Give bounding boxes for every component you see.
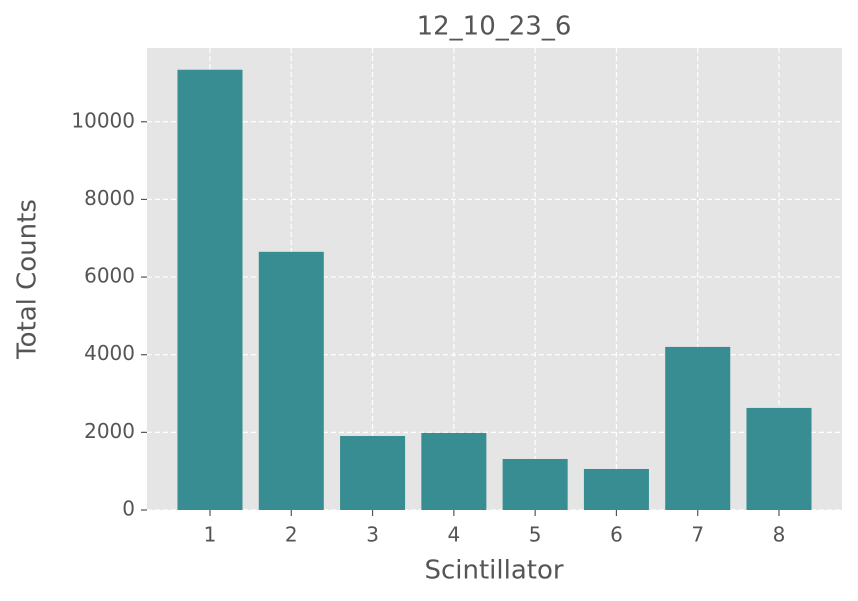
y-tick-label: 4000	[84, 341, 135, 365]
bar	[177, 69, 243, 510]
bar	[421, 432, 487, 510]
x-tick-label: 7	[691, 523, 704, 547]
y-tick-label: 10000	[71, 108, 135, 132]
bar	[340, 435, 406, 510]
bar	[746, 407, 812, 510]
y-axis-label: Total Counts	[13, 199, 43, 360]
x-tick-label: 2	[285, 523, 298, 547]
y-tick-label: 2000	[84, 419, 135, 443]
bar	[502, 458, 568, 510]
bar	[583, 468, 649, 510]
x-tick-label: 1	[204, 523, 217, 547]
chart-title: 12_10_23_6	[417, 12, 572, 42]
x-tick-label: 4	[447, 523, 460, 547]
bar	[258, 251, 324, 510]
x-tick-label: 5	[529, 523, 542, 547]
y-tick-label: 0	[122, 497, 135, 521]
plot-area	[147, 48, 842, 510]
y-tick-label: 8000	[84, 186, 135, 210]
x-tick-label: 8	[773, 523, 786, 547]
x-axis-label: Scintillator	[424, 556, 563, 586]
y-tick-label: 6000	[84, 264, 135, 288]
bar	[665, 346, 731, 510]
x-tick-label: 6	[610, 523, 623, 547]
x-tick-label: 3	[366, 523, 379, 547]
